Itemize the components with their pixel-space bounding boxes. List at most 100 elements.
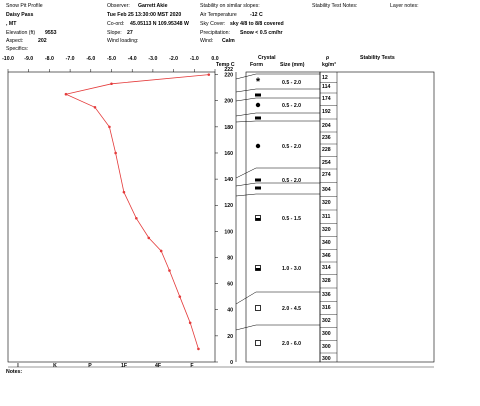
notes-label: Notes: (6, 369, 23, 375)
density-stability-frame (319, 71, 435, 363)
density-value: 314 (322, 265, 331, 271)
grain-size-label: 0.5 - 2.0 (282, 144, 301, 150)
page-title: Snow Pit Profile (6, 3, 43, 9)
slope-value: 27 (127, 30, 133, 36)
density-value: 274 (322, 172, 331, 178)
sky-cover-label: Sky Cover: (200, 21, 226, 27)
hardness-tick-label: 4F (155, 363, 161, 369)
observer-label: Observer: (107, 3, 130, 9)
aspect-label: Aspect: (6, 38, 24, 44)
grain-size-label: 0.5 - 1.5 (282, 216, 301, 222)
temp-tick-label: -4.0 (128, 56, 137, 62)
faceted-square-icon (255, 305, 261, 311)
height-tick-label: 140 (224, 177, 233, 183)
rounded-grains-icon (255, 102, 261, 108)
height-tick-label: 20 (227, 334, 233, 340)
temp-tick-label: 0.0 (211, 56, 218, 62)
layer-connector (235, 193, 257, 197)
layer-connector (235, 88, 257, 93)
form-header: Form (250, 62, 263, 68)
layer-connector (235, 112, 257, 117)
grain-size-label: 1.0 - 3.0 (282, 266, 301, 272)
density-value: 236 (322, 135, 331, 141)
layer-connector (235, 120, 257, 123)
temperature-profile-line (64, 74, 209, 350)
density-value: 300 (322, 331, 331, 337)
coord-label: Co-ord: (107, 21, 125, 27)
density-value: 192 (322, 109, 331, 115)
stability-tests-header: Stability Tests (360, 55, 395, 61)
layer-connector (235, 73, 257, 80)
elevation-label: Elevation (ft) (6, 30, 36, 36)
height-tick-label: 160 (224, 151, 233, 157)
hardness-tick-label: P (88, 363, 92, 369)
temperature-point (197, 347, 200, 351)
temperature-point (122, 190, 126, 194)
hardness-tick-label: 1F (121, 363, 127, 369)
grain-size-label: 2.0 - 4.5 (282, 306, 301, 312)
density-value: 346 (322, 253, 331, 259)
height-tick-label: 40 (227, 308, 233, 314)
similar-slopes-label: Stability on similar slopes: (200, 3, 260, 9)
temp-axis-label: Temp C (216, 62, 235, 68)
new-snow-icon: * (256, 76, 261, 88)
temp-tick-label: -3.0 (148, 56, 157, 62)
temperature-point (178, 295, 182, 298)
density-value: 254 (322, 160, 331, 166)
temp-tick-label: -10.0 (2, 56, 14, 62)
density-value: 320 (322, 200, 331, 206)
density-value: 174 (322, 96, 331, 102)
temperature-point (188, 321, 192, 325)
melt-layer-icon (255, 116, 261, 120)
coord-value: 45.05113 N 109.95348 W (130, 21, 189, 27)
height-tick-label: 0 (230, 360, 233, 366)
melt-layer-icon (255, 178, 261, 182)
grain-size-label: 0.5 - 2.0 (282, 178, 301, 184)
layer-connector (235, 182, 257, 187)
height-tick-label: 220 (224, 73, 233, 79)
aspect-value: 202 (38, 38, 47, 44)
density-value: 311 (322, 214, 330, 220)
hardness-tick-label: K (53, 363, 57, 369)
location-state: , MT (6, 21, 17, 27)
wind-label: Wind: (200, 38, 214, 44)
layer-notes-label: Layer notes: (390, 3, 419, 9)
air-temp-value: -12 C (250, 12, 263, 18)
faceted-cup-fill (255, 218, 261, 221)
hardness-tick-label: F (190, 363, 193, 369)
melt-layer-icon (255, 186, 261, 190)
grain-size-label: 0.5 - 2.0 (282, 103, 301, 109)
density-value: 300 (322, 356, 331, 362)
temp-tick-label: -9.0 (24, 56, 33, 62)
temperature-point (108, 125, 111, 129)
temp-tick-label: -8.0 (45, 56, 54, 62)
temp-tick-label: -7.0 (66, 56, 75, 62)
elevation-value: 9553 (45, 30, 57, 36)
density-value: 300 (322, 344, 331, 350)
temperature-point (135, 217, 138, 220)
temperature-point (64, 92, 68, 96)
melt-layer-icon (255, 93, 261, 97)
specifics-label: Specifics: (6, 46, 29, 52)
height-tick-label: 120 (224, 203, 233, 209)
temp-tick-label: -5.0 (107, 56, 116, 62)
density-value: 304 (322, 187, 331, 193)
density-value: 12 (322, 75, 328, 81)
density-value: 336 (322, 292, 331, 298)
height-tick-label: 200 (224, 99, 233, 105)
temperature-point (207, 73, 211, 76)
rounded-grains-icon (255, 143, 261, 149)
grain-size-label: 0.5 - 2.0 (282, 80, 301, 86)
density-value: 328 (322, 278, 331, 284)
temperature-point (168, 269, 171, 272)
height-tick-label: 100 (224, 229, 233, 235)
datetime: Tue Feb 25 13:30:00 MST 2020 (107, 12, 182, 18)
wind-loading-label: Wind loading: (107, 38, 139, 44)
density-value: 114 (322, 84, 330, 90)
density-value: 228 (322, 147, 331, 153)
grain-size-label: 2.0 - 6.0 (282, 341, 301, 347)
faceted-square-icon (255, 340, 261, 346)
crystal-header: Crystal (258, 55, 276, 61)
density-unit-header: kg/m³ (322, 62, 336, 68)
